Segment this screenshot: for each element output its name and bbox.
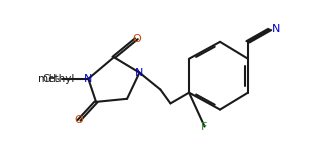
Text: methyl: methyl — [38, 74, 74, 84]
Text: F: F — [201, 122, 208, 132]
Text: N: N — [135, 68, 144, 78]
Text: N: N — [84, 74, 92, 84]
Text: methyl: methyl — [40, 74, 69, 83]
Text: O: O — [132, 34, 141, 44]
Text: N: N — [272, 24, 280, 34]
Text: O: O — [75, 115, 83, 125]
Text: CH₃: CH₃ — [42, 74, 60, 84]
